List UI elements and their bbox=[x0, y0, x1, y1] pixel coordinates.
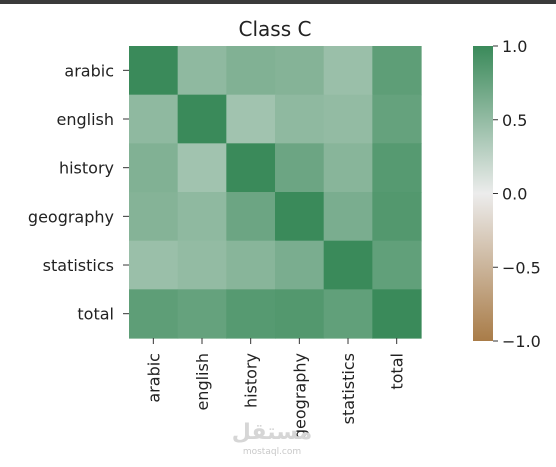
heatmap-cell-english-history bbox=[226, 94, 276, 144]
chart-title: Class C bbox=[239, 17, 312, 41]
heatmap-cell-history-total bbox=[372, 143, 422, 193]
row-label-total: total bbox=[77, 305, 114, 324]
heatmap-cell-statistics-arabic bbox=[129, 240, 179, 290]
heatmap-cells bbox=[129, 46, 422, 339]
watermark: مستقل mostaql.com bbox=[222, 420, 322, 460]
heatmap-cell-total-statistics bbox=[323, 289, 373, 339]
heatmap-cell-history-history bbox=[226, 143, 276, 193]
heatmap-cell-statistics-english bbox=[177, 240, 227, 290]
heatmap-cell-statistics-geography bbox=[275, 240, 325, 290]
heatmap-cell-arabic-statistics bbox=[323, 46, 373, 96]
column-label-history: history bbox=[242, 353, 261, 408]
heatmap-cell-geography-total bbox=[372, 192, 422, 242]
heatmap-cell-geography-history bbox=[226, 192, 276, 242]
heatmap-cell-geography-arabic bbox=[129, 192, 179, 242]
heatmap-cell-arabic-english bbox=[177, 46, 227, 96]
colorbar-tick-label: −1.0 bbox=[502, 332, 541, 351]
heatmap-cell-history-statistics bbox=[323, 143, 373, 193]
colorbar-tick-label: 1.0 bbox=[502, 37, 527, 56]
heatmap-cell-total-history bbox=[226, 289, 276, 339]
row-label-english: english bbox=[56, 110, 114, 129]
colorbar-tick-label: −0.5 bbox=[502, 258, 541, 277]
heatmap-cell-geography-statistics bbox=[323, 192, 373, 242]
heatmap-cell-statistics-history bbox=[226, 240, 276, 290]
heatmap-cell-english-arabic bbox=[129, 94, 179, 144]
heatmap-cell-history-arabic bbox=[129, 143, 179, 193]
column-label-geography: geography bbox=[290, 353, 309, 439]
colorbar-tick-label: 0.5 bbox=[502, 111, 527, 130]
heatmap-cell-history-geography bbox=[275, 143, 325, 193]
heatmap-cell-geography-english bbox=[177, 192, 227, 242]
heatmap-cell-arabic-history bbox=[226, 46, 276, 96]
row-labels: arabic english history geography statistics t… bbox=[28, 61, 129, 324]
heatmap-cell-arabic-arabic bbox=[129, 46, 179, 96]
column-label-total: total bbox=[388, 353, 407, 390]
column-label-statistics: statistics bbox=[339, 353, 358, 424]
heatmap-cell-arabic-total bbox=[372, 46, 422, 96]
colorbar-tick-label: 0.0 bbox=[502, 185, 527, 204]
watermark-url: mostaql.com bbox=[242, 447, 302, 457]
column-labels: arabic english history geography statistics t… bbox=[144, 338, 407, 439]
heatmap-cell-english-statistics bbox=[323, 94, 373, 144]
row-label-geography: geography bbox=[28, 207, 114, 226]
watermark-logo-text: مستقل bbox=[231, 420, 313, 445]
column-label-arabic: arabic bbox=[144, 353, 163, 403]
row-label-history: history bbox=[59, 159, 114, 178]
heatmap-cell-total-english bbox=[177, 289, 227, 339]
colorbar bbox=[473, 46, 493, 341]
heatmap-cell-statistics-total bbox=[372, 240, 422, 290]
column-label-english: english bbox=[193, 353, 212, 411]
heatmap-cell-english-geography bbox=[275, 94, 325, 144]
row-label-statistics: statistics bbox=[43, 256, 114, 275]
row-label-arabic: arabic bbox=[64, 61, 114, 80]
heatmap-cell-total-total bbox=[372, 289, 422, 339]
heatmap-cell-total-geography bbox=[275, 289, 325, 339]
heatmap-cell-arabic-geography bbox=[275, 46, 325, 96]
colorbar-ticks: 1.0 0.5 0.0 −0.5 −1.0 bbox=[493, 37, 541, 351]
heatmap-cell-geography-geography bbox=[275, 192, 325, 242]
heatmap-cell-statistics-statistics bbox=[323, 240, 373, 290]
heatmap-cell-total-arabic bbox=[129, 289, 179, 339]
window-top-bar bbox=[0, 0, 556, 4]
heatmap-cell-english-total bbox=[372, 94, 422, 144]
heatmap-cell-history-english bbox=[177, 143, 227, 193]
heatmap-cell-english-english bbox=[177, 94, 227, 144]
